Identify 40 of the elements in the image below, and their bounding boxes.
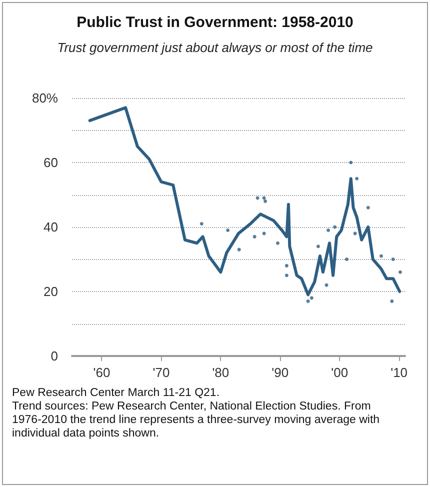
point bbox=[379, 254, 383, 258]
point bbox=[252, 234, 256, 238]
text: Pew Research Center March 11-21 Q21. bbox=[12, 386, 220, 399]
x-tick-label: '60 bbox=[93, 365, 110, 380]
point bbox=[349, 160, 353, 164]
point bbox=[391, 258, 395, 261]
chart-subtitle: Trust government just about always or most of the time bbox=[57, 40, 373, 55]
x-tick-label: '80 bbox=[212, 365, 230, 380]
point bbox=[316, 244, 320, 248]
point bbox=[355, 176, 359, 180]
x-tick-label: '70 bbox=[152, 365, 170, 380]
point bbox=[333, 225, 337, 229]
x-tick-label: '10 bbox=[390, 365, 408, 380]
point bbox=[200, 222, 204, 226]
y-tick-label: 40 bbox=[44, 220, 58, 234]
point bbox=[344, 258, 348, 261]
point bbox=[264, 199, 268, 203]
point bbox=[398, 270, 402, 274]
point bbox=[262, 196, 266, 200]
point bbox=[276, 241, 280, 245]
point bbox=[226, 228, 230, 232]
chart-title: Public Trust in Government: 1958-2010 bbox=[76, 14, 354, 31]
y-tick-label: 20 bbox=[44, 284, 58, 299]
point bbox=[306, 299, 310, 303]
x-tick-label: '90 bbox=[272, 365, 289, 380]
point bbox=[237, 248, 241, 252]
y-tick-label: 60 bbox=[44, 155, 58, 170]
x-tick-label: '00 bbox=[331, 365, 348, 380]
point bbox=[353, 232, 357, 236]
y-tick-label: 0 bbox=[50, 348, 58, 364]
point bbox=[390, 299, 394, 303]
point bbox=[284, 264, 288, 268]
line-series bbox=[88, 106, 402, 296]
point bbox=[310, 296, 314, 300]
point bbox=[284, 274, 288, 278]
point bbox=[366, 206, 370, 210]
text: Trend sources: Pew Research Center, National Election Studies. From 1976-2010 the trend line represents a three-survey moving average with individual data points shown. bbox=[12, 400, 383, 440]
point bbox=[326, 228, 330, 232]
point bbox=[262, 232, 266, 236]
y-tick-label: 80% bbox=[32, 90, 58, 106]
